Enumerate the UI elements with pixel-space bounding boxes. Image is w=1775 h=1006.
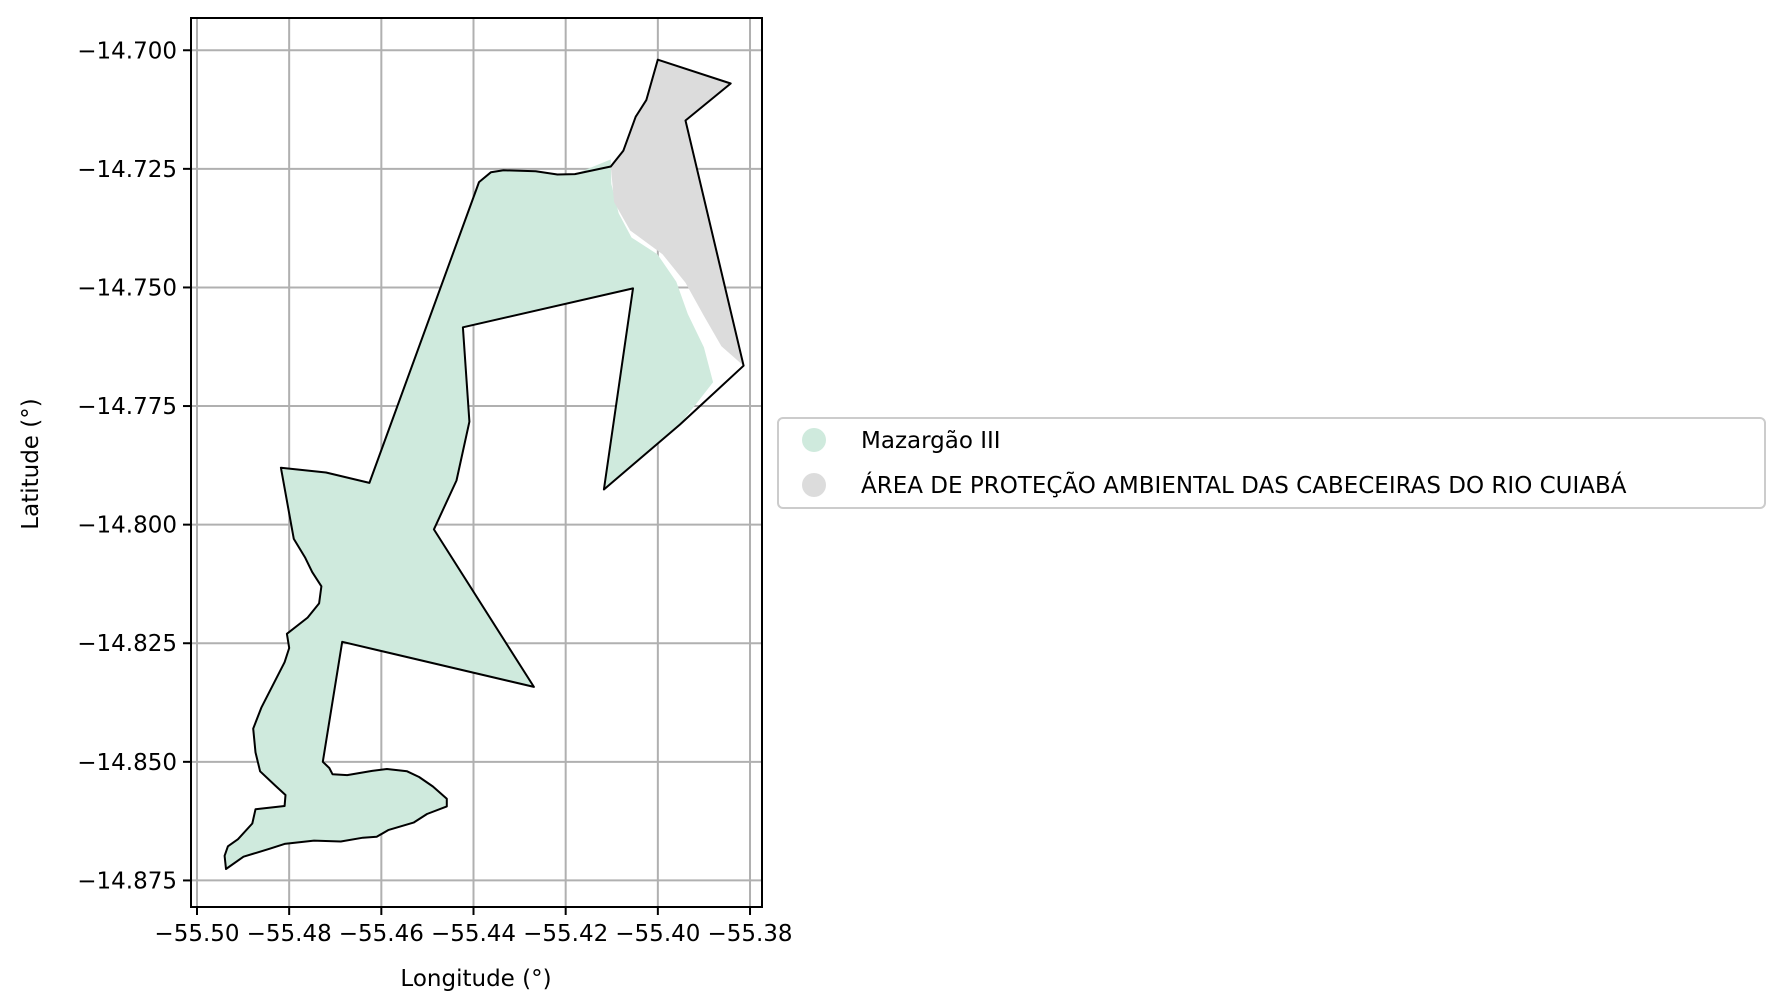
x-tick-label-1: −55.48 (247, 921, 332, 947)
x-tick-label-0: −55.50 (154, 921, 239, 947)
plot-frame (190, 17, 763, 908)
polygon-mazargao-iii (224, 159, 714, 869)
x-tick-label-2: −55.46 (339, 921, 424, 947)
legend-swatch-1 (802, 473, 826, 497)
y-axis-ticks: −14.700 −14.725 −14.750 −14.775 −14.800 −14.8… (77, 38, 191, 894)
legend: Mazargão III ÁREA DE PROTEÇÃO AMBIENTAL D… (777, 417, 1766, 509)
legend-swatch-0 (802, 428, 826, 452)
y-tick-label-5: −14.825 (77, 631, 177, 657)
y-tick-label-0: −14.700 (77, 38, 177, 64)
x-tick-label-5: −55.40 (615, 921, 700, 947)
y-tick-label-7: −14.875 (77, 868, 177, 894)
x-tick-label-4: −55.42 (523, 921, 608, 947)
y-tick-label-3: −14.775 (77, 394, 177, 420)
polygon-apa-cabeceiras-rio-cuiaba (610, 59, 744, 366)
legend-box (777, 417, 1766, 509)
legend-label-0: Mazargão III (861, 428, 1001, 454)
y-tick-label-6: −14.850 (77, 750, 177, 776)
y-tick-label-1: −14.725 (77, 157, 177, 183)
x-axis-ticks: −55.50 −55.48 −55.46 −55.44 −55.42 −55.40 −55.… (154, 907, 793, 947)
legend-label-1: ÁREA DE PROTEÇÃO AMBIENTAL DAS CABECEIRA… (861, 471, 1627, 499)
boundary-outlines (223, 58, 745, 870)
boundary-outline-0 (223, 58, 745, 870)
x-axis-label: Longitude (°) (400, 966, 551, 992)
y-tick-label-2: −14.750 (77, 275, 177, 301)
x-tick-label-6: −55.38 (707, 921, 792, 947)
x-tick-label-3: −55.44 (431, 921, 516, 947)
polygon-layers (224, 59, 744, 869)
y-tick-label-4: −14.800 (77, 513, 177, 539)
y-axis-label: Latitude (°) (18, 398, 44, 529)
